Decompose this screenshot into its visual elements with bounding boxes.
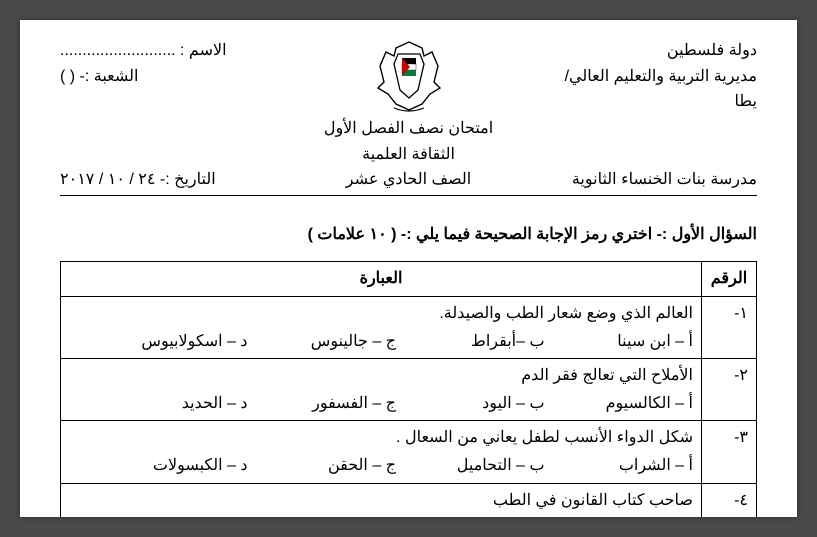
school: مدرسة بنات الخنساء الثانوية bbox=[525, 167, 757, 193]
col-header-stmt: العبارة bbox=[61, 262, 702, 297]
question-title: السؤال الأول :- اختري رمز الإجابة الصحيح… bbox=[60, 222, 757, 248]
table-row: ٢- الأملاح التي تعالج فقر الدم أ – الكال… bbox=[61, 359, 757, 421]
state-line: دولة فلسطين bbox=[539, 38, 757, 64]
row-body: العالم الذي وضع شعار الطب والصيدلة. أ – … bbox=[61, 296, 702, 358]
subject: الثقافة العلمية bbox=[362, 142, 455, 168]
choice-b: ب – اليود bbox=[396, 391, 545, 417]
header-right-col: دولة فلسطين مديرية التربية والتعليم العا… bbox=[539, 38, 757, 115]
row-body: الأملاح التي تعالج فقر الدم أ – الكالسيو… bbox=[61, 359, 702, 421]
section-field: الشعبة :- ( ) bbox=[60, 64, 278, 90]
question-table: الرقم العبارة ١- العالم الذي وضع شعار ال… bbox=[60, 261, 757, 517]
choice-d: د – اسكولابيوس bbox=[99, 329, 248, 355]
choice-d: د – الحديد bbox=[99, 391, 248, 417]
row-stmt: العالم الذي وضع شعار الطب والصيدلة. bbox=[69, 301, 693, 327]
choice-c: ج – جالينوس bbox=[248, 329, 397, 355]
row-body: شكل الدواء الأنسب لطفل يعاني من السعال .… bbox=[61, 421, 702, 483]
choice-b: ب –أبقراط bbox=[396, 329, 545, 355]
col-header-num: الرقم bbox=[702, 262, 757, 297]
emblem-icon bbox=[374, 38, 444, 112]
choice-c: ج – الحقن bbox=[248, 453, 397, 479]
date: التاريخ :- ٢٤ / ١٠ / ٢٠١٧ bbox=[60, 167, 292, 193]
choice-d: د – الكبسولات bbox=[99, 453, 248, 479]
name-field: الاسم : .......................... bbox=[60, 38, 278, 64]
header-row-2: مدرسة بنات الخنساء الثانوية الصف الحادي … bbox=[60, 167, 757, 196]
header: دولة فلسطين مديرية التربية والتعليم العا… bbox=[60, 38, 757, 167]
table-row: ٤- صاحب كتاب القانون في الطب bbox=[61, 483, 757, 517]
choice-a: أ – الكالسيوم bbox=[545, 391, 694, 417]
choice-a: أ – الشراب bbox=[545, 453, 694, 479]
row-stmt: صاحب كتاب القانون في الطب bbox=[69, 488, 693, 514]
row-num: ٤- bbox=[702, 483, 757, 517]
row-stmt: شكل الدواء الأنسب لطفل يعاني من السعال . bbox=[69, 425, 693, 451]
row-stmt: الأملاح التي تعالج فقر الدم bbox=[69, 363, 693, 389]
row-num: ١- bbox=[702, 296, 757, 358]
table-row: ١- العالم الذي وضع شعار الطب والصيدلة. أ… bbox=[61, 296, 757, 358]
row-num: ٢- bbox=[702, 359, 757, 421]
table-row: ٣- شكل الدواء الأنسب لطفل يعاني من السعا… bbox=[61, 421, 757, 483]
table-header-row: الرقم العبارة bbox=[61, 262, 757, 297]
row-choices: أ – الكالسيوم ب – اليود ج – الفسفور د – … bbox=[69, 389, 693, 417]
choice-a: أ – ابن سينا bbox=[545, 329, 694, 355]
row-body: صاحب كتاب القانون في الطب bbox=[61, 483, 702, 517]
exam-page: دولة فلسطين مديرية التربية والتعليم العا… bbox=[20, 20, 797, 517]
grade: الصف الحادي عشر bbox=[292, 167, 524, 193]
header-left-col: الاسم : .......................... الشعب… bbox=[60, 38, 278, 89]
header-center-col: امتحان نصف الفصل الأول الثقافة العلمية bbox=[278, 38, 539, 167]
choice-c: ج – الفسفور bbox=[248, 391, 397, 417]
choice-b: ب – التحاميل bbox=[396, 453, 545, 479]
exam-title: امتحان نصف الفصل الأول bbox=[324, 116, 493, 142]
directorate-line: مديرية التربية والتعليم العالي/ يطا bbox=[539, 64, 757, 115]
row-choices: أ – الشراب ب – التحاميل ج – الحقن د – ال… bbox=[69, 451, 693, 479]
row-choices: أ – ابن سينا ب –أبقراط ج – جالينوس د – ا… bbox=[69, 327, 693, 355]
row-num: ٣- bbox=[702, 421, 757, 483]
